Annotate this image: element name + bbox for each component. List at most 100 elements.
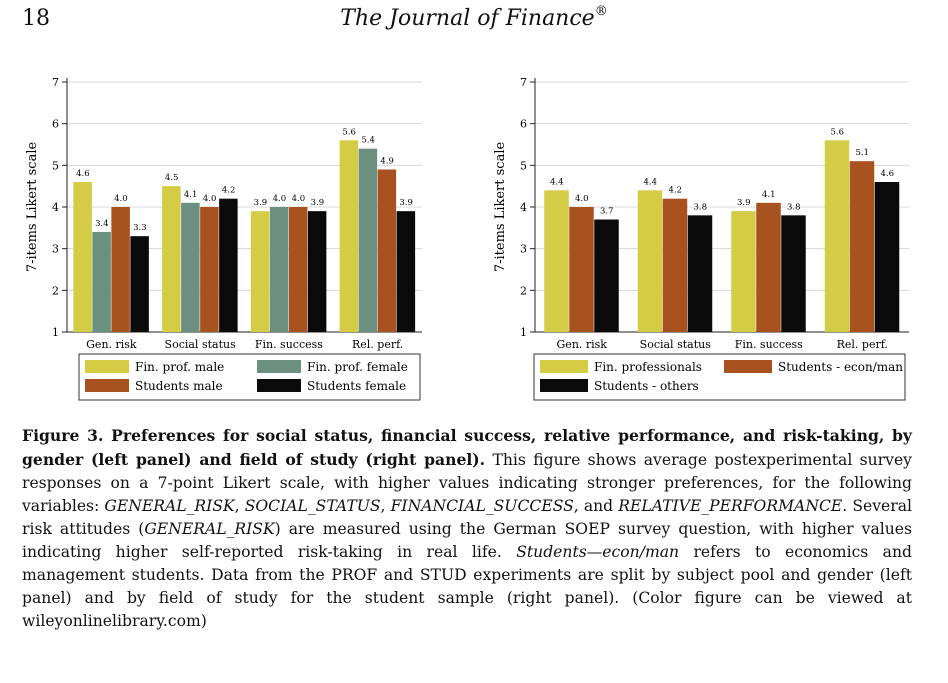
- caption-text: ,: [380, 497, 391, 515]
- legend-label: Students female: [307, 379, 406, 393]
- legend-swatch: [540, 379, 588, 392]
- bar: [307, 211, 327, 332]
- bar-value-label: 3.9: [311, 198, 325, 208]
- legend-swatch: [257, 379, 301, 392]
- y-tick-label: 1: [520, 326, 527, 339]
- x-tick-label: Fin. success: [255, 338, 323, 351]
- legend-label: Fin. prof. female: [307, 360, 408, 374]
- bar-value-label: 4.9: [380, 157, 394, 167]
- bar-value-label: 4.4: [550, 177, 564, 187]
- caption-text: . Several risk attitudes (: [22, 497, 913, 538]
- bar: [569, 207, 594, 332]
- y-tick-label: 5: [520, 159, 527, 172]
- bar-value-label: 4.6: [880, 169, 894, 179]
- y-tick-label: 2: [520, 284, 527, 297]
- legend-label: Fin. prof. male: [135, 360, 224, 374]
- bar-value-label: 3.9: [254, 198, 268, 208]
- caption-text: ,: [234, 497, 245, 515]
- bar-value-label: 5.6: [830, 127, 844, 137]
- bar: [162, 186, 181, 332]
- bar: [849, 161, 875, 332]
- bar: [731, 211, 756, 332]
- x-tick-label: Gen. risk: [557, 338, 608, 351]
- y-axis-label: 7-items Likert scale: [25, 142, 40, 273]
- bar: [781, 215, 806, 332]
- legend-box: [533, 353, 906, 401]
- y-tick-label: 6: [52, 118, 59, 131]
- caption-variable: SOCIAL_STATUS: [244, 497, 381, 515]
- y-axis-label: 7-items Likert scale: [493, 142, 508, 273]
- bar: [92, 232, 111, 332]
- y-tick-label: 7: [52, 76, 59, 89]
- bar: [250, 211, 270, 332]
- x-tick-label: Rel. perf.: [837, 338, 888, 351]
- x-tick-label: Social status: [165, 338, 237, 351]
- caption-text: This figure shows average postexperiment…: [22, 451, 912, 515]
- bar-value-label: 3.4: [95, 219, 109, 229]
- bar: [288, 207, 308, 332]
- bar: [269, 207, 289, 332]
- bar-value-label: 4.0: [292, 194, 306, 204]
- bar: [130, 236, 149, 332]
- bar-value-label: 3.9: [399, 198, 413, 208]
- registered-mark: ®: [594, 4, 608, 19]
- bar-value-label: 4.5: [165, 173, 179, 183]
- bar: [377, 169, 397, 332]
- bar: [111, 207, 130, 332]
- bar: [662, 198, 688, 332]
- caption-title: Figure 3. Preferences for social status,…: [22, 426, 912, 469]
- y-tick-label: 6: [520, 118, 527, 131]
- caption-variable: RELATIVE_PERFORMANCE: [618, 497, 843, 515]
- legend-swatch: [724, 360, 772, 373]
- bar: [687, 215, 713, 332]
- caption-variable: FINANCIAL_SUCCESS: [390, 497, 574, 515]
- caption-text: refers to economics and management stude…: [22, 543, 912, 630]
- bar-value-label: 4.4: [643, 177, 657, 187]
- bar: [73, 182, 92, 332]
- legend-swatch: [85, 360, 129, 373]
- bar: [874, 182, 900, 332]
- bar-value-label: 4.1: [184, 190, 198, 200]
- legend-label: Students male: [135, 379, 223, 393]
- y-tick-label: 2: [52, 284, 59, 297]
- bar-value-label: 4.0: [273, 194, 287, 204]
- x-tick-label: Rel. perf.: [352, 338, 403, 351]
- y-tick-label: 4: [52, 201, 59, 214]
- bar: [594, 219, 619, 332]
- bar-value-label: 4.0: [575, 194, 589, 204]
- figure-caption: Figure 3. Preferences for social status,…: [22, 424, 912, 633]
- caption-text: , and: [573, 497, 619, 515]
- y-tick-label: 4: [520, 201, 527, 214]
- y-tick-label: 3: [52, 243, 59, 256]
- bar: [756, 202, 781, 332]
- x-tick-label: Fin. success: [735, 338, 803, 351]
- bar: [200, 207, 219, 332]
- bar-value-label: 4.2: [668, 186, 682, 196]
- x-tick-label: Gen. risk: [86, 338, 137, 351]
- journal-title-text: The Journal of Finance: [340, 6, 595, 31]
- bar: [396, 211, 416, 332]
- bar-value-label: 5.4: [361, 136, 375, 146]
- bar-value-label: 4.1: [762, 190, 776, 200]
- bar-value-label: 5.6: [342, 127, 356, 137]
- bar-value-label: 5.1: [855, 148, 869, 158]
- y-tick-label: 3: [520, 243, 527, 256]
- bar-value-label: 3.8: [693, 202, 707, 212]
- bar-value-label: 3.3: [133, 223, 147, 233]
- y-tick-label: 5: [52, 159, 59, 172]
- bar: [358, 148, 378, 332]
- bar: [339, 140, 359, 332]
- y-tick-label: 7: [520, 76, 527, 89]
- legend-swatch: [540, 360, 588, 373]
- bar: [219, 198, 238, 332]
- bar: [181, 202, 200, 332]
- legend-label: Students - others: [594, 379, 699, 393]
- caption-variable: GENERAL_RISK: [144, 520, 275, 538]
- bar-value-label: 4.0: [114, 194, 128, 204]
- caption-variable: GENERAL_RISK: [104, 497, 235, 515]
- page-number: 18: [22, 6, 50, 31]
- legend-swatch: [85, 379, 129, 392]
- bar-value-label: 4.6: [76, 169, 90, 179]
- legend-box: [78, 353, 421, 401]
- bar-value-label: 4.2: [222, 186, 236, 196]
